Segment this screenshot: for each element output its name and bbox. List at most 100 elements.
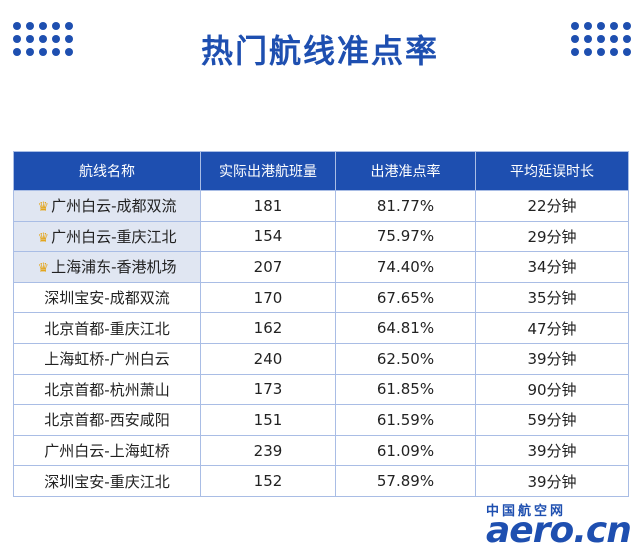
average-delay-cell: 22分钟 <box>475 190 629 222</box>
on-time-rate-cell: 61.09% <box>335 434 476 467</box>
route-name: 广州白云-上海虹桥 <box>44 442 170 461</box>
table-row: 北京首都-西安咸阳 151 61.59% 59分钟 <box>13 404 629 436</box>
table-row: ♛ 广州白云-成都双流 181 81.77% 22分钟 <box>13 190 629 222</box>
decorative-dot <box>597 48 605 56</box>
route-name-cell: 深圳宝安-成都双流 <box>13 281 201 314</box>
table-header-row: 航线名称 实际出港航班量 出港准点率 平均延误时长 <box>13 151 629 191</box>
header-on-time-rate: 出港准点率 <box>335 151 476 191</box>
flights-cell: 154 <box>200 220 336 253</box>
on-time-rate-cell: 75.97% <box>335 220 476 253</box>
route-name: 北京首都-重庆江北 <box>44 319 170 338</box>
table-row: 上海虹桥-广州白云 240 62.50% 39分钟 <box>13 342 629 375</box>
route-name: 上海虹桥-广州白云 <box>44 350 170 369</box>
average-delay-cell: 39分钟 <box>475 465 629 497</box>
route-name-cell: 上海虹桥-广州白云 <box>13 342 201 375</box>
decorative-dot <box>39 35 47 43</box>
table-row: ♛ 上海浦东-香港机场 207 74.40% 34分钟 <box>13 251 629 283</box>
route-name-cell: ♛ 广州白云-重庆江北 <box>13 220 201 253</box>
decorative-dot <box>623 48 631 56</box>
flights-cell: 162 <box>200 312 336 344</box>
decorative-dot <box>584 22 592 30</box>
route-name-cell: 深圳宝安-重庆江北 <box>13 465 201 497</box>
watermark-chinese: 中国航空网 <box>486 504 567 519</box>
on-time-rate-cell: 62.50% <box>335 342 476 375</box>
flights-cell: 207 <box>200 251 336 283</box>
decorative-dot <box>52 48 60 56</box>
flights-cell: 239 <box>200 434 336 467</box>
route-name: 北京首都-杭州萧山 <box>44 380 170 399</box>
decorative-dot-grid-left <box>13 22 73 56</box>
on-time-rate-cell: 61.85% <box>335 373 476 406</box>
on-time-rate-cell: 74.40% <box>335 251 476 283</box>
decorative-dot <box>52 35 60 43</box>
decorative-dot <box>623 22 631 30</box>
route-name-cell: 广州白云-上海虹桥 <box>13 434 201 467</box>
decorative-dot-grid-right <box>571 22 631 56</box>
flights-cell: 152 <box>200 465 336 497</box>
average-delay-cell: 39分钟 <box>475 434 629 467</box>
route-name: 深圳宝安-成都双流 <box>44 289 170 308</box>
table-row: 北京首都-重庆江北 162 64.81% 47分钟 <box>13 312 629 344</box>
average-delay-cell: 29分钟 <box>475 220 629 253</box>
decorative-dot <box>571 35 579 43</box>
decorative-dot <box>610 48 618 56</box>
route-name-cell: 北京首都-重庆江北 <box>13 312 201 344</box>
decorative-dot <box>26 22 34 30</box>
flights-cell: 173 <box>200 373 336 406</box>
route-punctuality-table: 航线名称 实际出港航班量 出港准点率 平均延误时长 ♛ 广州白云-成都双流 181 8… <box>13 151 629 497</box>
flights-cell: 181 <box>200 190 336 222</box>
decorative-dot <box>597 35 605 43</box>
decorative-dot <box>39 48 47 56</box>
route-name-cell: 北京首都-西安咸阳 <box>13 404 201 436</box>
average-delay-cell: 39分钟 <box>475 342 629 375</box>
decorative-dot <box>584 35 592 43</box>
decorative-dot <box>571 22 579 30</box>
table-row: 北京首都-杭州萧山 173 61.85% 90分钟 <box>13 373 629 406</box>
decorative-dot <box>610 35 618 43</box>
decorative-dot <box>597 22 605 30</box>
flights-cell: 170 <box>200 281 336 314</box>
header-actual-flights: 实际出港航班量 <box>200 151 336 191</box>
on-time-rate-cell: 81.77% <box>335 190 476 222</box>
route-name: 上海浦东-香港机场 <box>51 258 177 277</box>
decorative-dot <box>52 22 60 30</box>
decorative-dot <box>13 48 21 56</box>
decorative-dot <box>26 48 34 56</box>
decorative-dot <box>584 48 592 56</box>
decorative-dot <box>39 22 47 30</box>
route-name-cell: ♛ 广州白云-成都双流 <box>13 190 201 222</box>
route-name-cell: ♛ 上海浦东-香港机场 <box>13 251 201 283</box>
on-time-rate-cell: 61.59% <box>335 404 476 436</box>
average-delay-cell: 35分钟 <box>475 281 629 314</box>
crown-icon: ♛ <box>37 230 50 246</box>
decorative-dot <box>623 35 631 43</box>
route-name: 广州白云-成都双流 <box>51 197 177 216</box>
on-time-rate-cell: 57.89% <box>335 465 476 497</box>
average-delay-cell: 34分钟 <box>475 251 629 283</box>
decorative-dot <box>610 22 618 30</box>
page-title: 热门航线准点率 <box>200 32 439 70</box>
flights-cell: 151 <box>200 404 336 436</box>
route-name: 广州白云-重庆江北 <box>51 227 177 246</box>
on-time-rate-cell: 64.81% <box>335 312 476 344</box>
decorative-dot <box>65 48 73 56</box>
decorative-dot <box>13 22 21 30</box>
average-delay-cell: 47分钟 <box>475 312 629 344</box>
table-row: 深圳宝安-重庆江北 152 57.89% 39分钟 <box>13 465 629 497</box>
table-row: 广州白云-上海虹桥 239 61.09% 39分钟 <box>13 434 629 467</box>
decorative-dot <box>26 35 34 43</box>
crown-icon: ♛ <box>37 261 50 277</box>
decorative-dot <box>13 35 21 43</box>
route-name: 深圳宝安-重庆江北 <box>44 472 170 491</box>
average-delay-cell: 59分钟 <box>475 404 629 436</box>
route-name-cell: 北京首都-杭州萧山 <box>13 373 201 406</box>
decorative-dot <box>571 48 579 56</box>
decorative-dot <box>65 22 73 30</box>
table-body: ♛ 广州白云-成都双流 181 81.77% 22分钟 ♛ 广州白云-重庆江北 154 75.9… <box>13 190 629 497</box>
flights-cell: 240 <box>200 342 336 375</box>
route-name: 北京首都-西安咸阳 <box>44 411 170 430</box>
decorative-dot <box>65 35 73 43</box>
header-average-delay: 平均延误时长 <box>475 151 629 191</box>
crown-icon: ♛ <box>37 200 50 216</box>
on-time-rate-cell: 67.65% <box>335 281 476 314</box>
